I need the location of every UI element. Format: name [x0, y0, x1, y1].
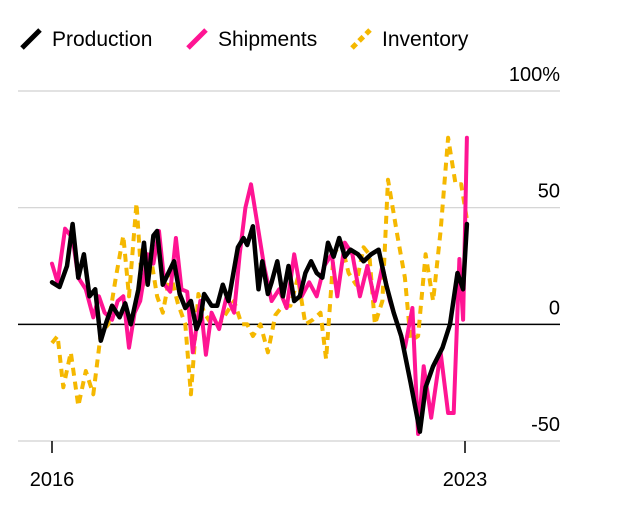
y-tick-label: 50 [538, 181, 560, 203]
legend-item-inventory: Inventory [350, 28, 469, 51]
legend-label: Production [52, 28, 152, 51]
y-tick-label: 100% [509, 64, 560, 86]
series-line-inventory [50, 135, 469, 408]
legend-label: Shipments [218, 28, 317, 51]
legend-swatch [350, 28, 372, 50]
y-tick-label: 0 [549, 297, 560, 319]
legend-swatch [20, 28, 42, 50]
legend-swatch [186, 28, 208, 50]
y-tick-label: -50 [531, 414, 560, 436]
series-layer [49, 135, 470, 436]
axis-layer: 100% 50 0 -50 2016 2023 [30, 64, 560, 491]
legend-item-production: Production [20, 28, 152, 51]
legend-label: Inventory [382, 28, 469, 51]
series-line-production [49, 221, 470, 434]
legend-item-shipments: Shipments [186, 28, 317, 51]
legend: Production Shipments Inventory [20, 28, 469, 51]
x-tick-label: 2016 [30, 469, 75, 491]
x-tick-label: 2023 [443, 469, 488, 491]
